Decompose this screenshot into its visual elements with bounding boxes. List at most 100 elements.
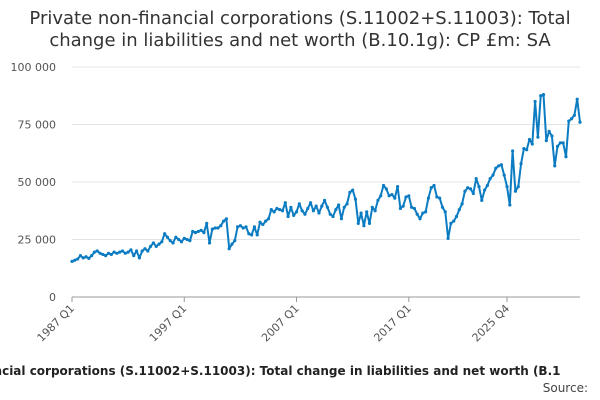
data-point[interactable] xyxy=(555,144,560,148)
data-point[interactable] xyxy=(165,235,170,239)
data-point[interactable] xyxy=(466,186,470,190)
data-point[interactable] xyxy=(227,247,231,251)
data-point[interactable] xyxy=(230,242,234,246)
data-point[interactable] xyxy=(381,183,386,188)
data-point[interactable] xyxy=(541,93,546,97)
data-point[interactable] xyxy=(255,233,259,237)
data-point[interactable] xyxy=(78,254,83,258)
data-point[interactable] xyxy=(342,205,346,209)
data-point[interactable] xyxy=(404,195,408,199)
data-point[interactable] xyxy=(525,148,529,152)
data-point[interactable] xyxy=(401,204,405,208)
data-point[interactable] xyxy=(294,210,299,214)
data-point[interactable] xyxy=(564,155,568,159)
data-point[interactable] xyxy=(308,201,313,205)
data-point[interactable] xyxy=(488,176,492,181)
data-point[interactable] xyxy=(140,249,144,253)
data-point[interactable] xyxy=(182,236,186,240)
data-point[interactable] xyxy=(438,196,442,200)
data-point[interactable] xyxy=(387,194,391,198)
data-point[interactable] xyxy=(112,250,116,254)
data-point[interactable] xyxy=(123,251,127,255)
data-point[interactable] xyxy=(202,231,206,235)
data-point[interactable] xyxy=(84,255,88,259)
data-point[interactable] xyxy=(90,254,94,258)
data-point[interactable] xyxy=(345,202,349,206)
data-point[interactable] xyxy=(505,185,509,189)
data-point[interactable] xyxy=(261,222,265,227)
data-point[interactable] xyxy=(522,147,526,151)
data-point[interactable] xyxy=(443,210,447,214)
data-point[interactable] xyxy=(452,219,456,223)
data-point[interactable] xyxy=(482,188,487,192)
data-point[interactable] xyxy=(432,183,436,188)
data-point[interactable] xyxy=(311,209,315,213)
data-point[interactable] xyxy=(502,173,506,177)
data-point[interactable] xyxy=(561,141,565,145)
data-point[interactable] xyxy=(154,244,158,248)
data-point[interactable] xyxy=(213,226,217,230)
data-point[interactable] xyxy=(539,94,543,98)
data-point[interactable] xyxy=(134,249,139,253)
data-point[interactable] xyxy=(266,217,271,221)
data-point[interactable] xyxy=(536,135,540,139)
data-point[interactable] xyxy=(460,202,464,206)
data-point[interactable] xyxy=(485,183,489,188)
data-point[interactable] xyxy=(435,195,439,199)
data-point[interactable] xyxy=(104,254,108,258)
data-point[interactable] xyxy=(160,240,164,244)
data-point[interactable] xyxy=(303,212,307,216)
data-point[interactable] xyxy=(70,259,74,263)
data-point[interactable] xyxy=(516,185,520,189)
data-point[interactable] xyxy=(494,166,498,170)
data-point[interactable] xyxy=(199,228,203,232)
data-point[interactable] xyxy=(575,97,579,101)
data-point[interactable] xyxy=(151,241,155,245)
data-point[interactable] xyxy=(306,206,310,211)
data-point[interactable] xyxy=(73,258,77,262)
data-point[interactable] xyxy=(331,214,335,219)
data-point[interactable] xyxy=(179,240,184,244)
data-point[interactable] xyxy=(101,252,105,257)
data-point[interactable] xyxy=(468,187,473,191)
data-point[interactable] xyxy=(137,256,141,260)
data-point[interactable] xyxy=(477,185,481,189)
data-point[interactable] xyxy=(106,251,111,255)
data-point[interactable] xyxy=(334,208,338,212)
data-point[interactable] xyxy=(322,198,327,202)
data-point[interactable] xyxy=(513,189,518,193)
data-point[interactable] xyxy=(233,239,237,243)
data-point[interactable] xyxy=(292,213,296,217)
data-point[interactable] xyxy=(325,205,330,209)
data-point[interactable] xyxy=(177,237,181,242)
data-point[interactable] xyxy=(370,205,374,209)
data-point[interactable] xyxy=(250,233,254,237)
data-point[interactable] xyxy=(146,249,150,253)
data-point[interactable] xyxy=(216,226,220,230)
data-point[interactable] xyxy=(168,239,172,243)
data-point[interactable] xyxy=(280,209,285,213)
data-point[interactable] xyxy=(527,137,532,142)
data-point[interactable] xyxy=(390,193,394,197)
data-point[interactable] xyxy=(578,120,582,124)
data-point[interactable] xyxy=(421,211,425,215)
data-point[interactable] xyxy=(328,212,332,216)
data-point[interactable] xyxy=(297,202,301,206)
data-point[interactable] xyxy=(339,217,344,221)
data-point[interactable] xyxy=(533,99,537,104)
data-point[interactable] xyxy=(471,191,475,196)
data-point[interactable] xyxy=(264,219,268,223)
data-point[interactable] xyxy=(185,237,189,242)
data-point[interactable] xyxy=(171,241,175,245)
data-point[interactable] xyxy=(569,117,574,121)
data-point[interactable] xyxy=(283,201,287,205)
data-point[interactable] xyxy=(426,196,431,200)
data-point[interactable] xyxy=(314,204,318,208)
data-point[interactable] xyxy=(511,149,515,153)
data-point[interactable] xyxy=(412,206,417,211)
data-point[interactable] xyxy=(148,244,153,248)
data-point[interactable] xyxy=(317,211,321,215)
data-point[interactable] xyxy=(553,164,557,168)
data-point[interactable] xyxy=(244,225,248,229)
data-point[interactable] xyxy=(337,203,341,207)
